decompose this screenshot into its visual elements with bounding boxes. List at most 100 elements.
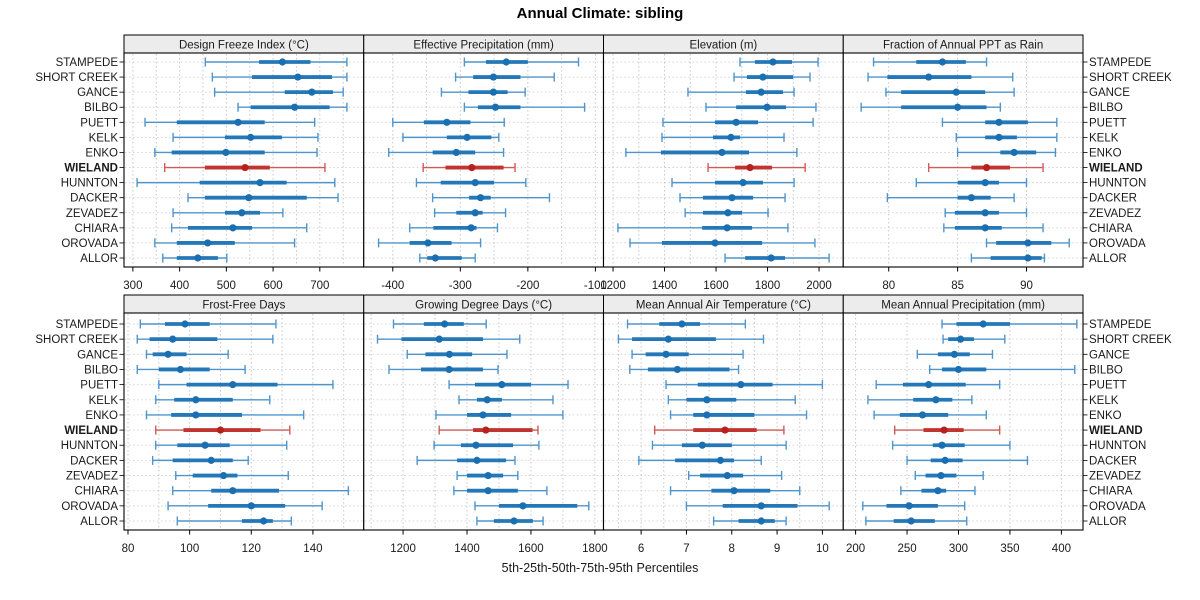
x-tick-label: 200 [846,543,865,555]
median-dot [703,411,711,419]
panel-mean-annual-air-temperature-c-: Mean Annual Air Temperature (°C) 6 7 8 9 10 [602,294,844,555]
station-label-right: SHORT CREEK [1089,334,1172,346]
station-label-right: ZEVADEZ [1089,471,1141,483]
percentile-row [867,395,973,405]
median-dot [728,194,736,202]
median-dot [952,88,960,96]
percentile-row [900,486,976,496]
station-label-right: WIELAND [1089,163,1143,175]
median-dot [484,487,492,495]
station-label-right: PUETT [1089,380,1127,392]
median-dot [664,335,672,343]
percentile-row [145,349,229,359]
median-dot [519,502,527,510]
median-dot [463,133,471,141]
median-dot [259,517,268,525]
station-label-right: PUETT [1089,117,1127,129]
median-dot [431,254,439,262]
median-dot [308,88,316,96]
median-dot [724,209,732,217]
station-label-left: BILBO [84,364,118,376]
x-tick-label: 9 [774,543,780,555]
x-tick-label: 1600 [518,543,544,555]
panel-body [124,53,364,267]
percentile-row [433,440,540,450]
panel-frost-free-days: Frost-Free Days 80 100 120 140 [122,294,365,555]
percentile-row [163,163,326,173]
median-dot [723,224,731,232]
percentile-row [237,102,348,112]
percentile-row [617,223,789,233]
percentile-row [661,132,785,142]
median-dot [759,73,767,81]
median-dot [995,133,1003,141]
panel-strip-title: Growing Degree Days (°C) [415,300,552,312]
median-dot [757,502,765,510]
median-dot [716,456,725,464]
station-label-right: BILBO [1089,364,1123,376]
percentile-row [151,455,249,465]
median-dot [219,471,228,480]
percentile-row [872,57,988,67]
x-tick-label: 300 [123,280,142,292]
percentile-row [211,72,348,82]
percentile-row [654,425,785,435]
percentile-row [617,334,765,344]
panel-strip-title: Design Freeze Index (°C) [179,40,309,52]
percentile-row [942,334,1006,344]
median-dot [435,335,443,343]
x-tick-label: 250 [897,543,916,555]
x-tick-label: 400 [170,280,189,292]
median-dot [934,487,942,495]
percentile-row [453,486,548,496]
percentile-row [688,471,783,481]
x-tick-label: 1200 [390,543,416,555]
percentile-row [388,364,499,374]
x-tick-label: -400 [381,280,404,292]
median-dot [698,441,706,449]
median-dot [967,194,975,202]
percentile-row [422,163,516,173]
station-label-right: SHORT CREEK [1089,72,1172,84]
percentile-row [162,253,228,263]
panel-border [842,52,1084,268]
panel-growing-degree-days-c-: Growing Degree Days (°C) 1200 1400 1600 1800 [363,294,608,555]
percentile-row [408,223,499,233]
percentile-row [669,410,808,420]
median-dot [476,194,485,202]
median-dot [278,58,287,66]
panel-strip-title: Effective Precipitation (mm) [413,40,554,52]
percentile-row [943,223,1044,233]
panel-body [843,313,1083,530]
median-dot [982,163,991,172]
percentile-row [687,87,795,97]
x-tick-label: 7 [683,543,689,555]
percentile-row [431,193,551,203]
percentile-row [927,163,1044,173]
percentile-row [406,349,508,359]
x-tick-label: 80 [882,280,895,292]
station-label-right: DACKER [1089,455,1137,467]
percentile-row [891,440,1011,450]
panel-body [603,313,844,530]
median-dot [472,441,480,449]
station-label-left: CHIARA [75,486,119,498]
median-dot [954,365,963,374]
median-dot [479,411,487,419]
median-dot [256,179,264,187]
station-label-right: KELK [1089,395,1119,407]
percentile-row [187,193,339,203]
percentile-row [155,425,291,435]
percentile-row [685,501,830,511]
station-label-left: ALLOR [80,253,118,265]
percentile-row [154,238,296,248]
station-label-right: DACKER [1089,193,1137,205]
station-label-left: WIELAND [64,163,118,175]
percentile-row [139,319,277,329]
percentile-row [944,208,1028,218]
percentile-row [651,440,787,450]
median-dot [245,194,253,202]
median-dot [673,365,681,374]
x-tick-label: 1800 [582,543,608,555]
